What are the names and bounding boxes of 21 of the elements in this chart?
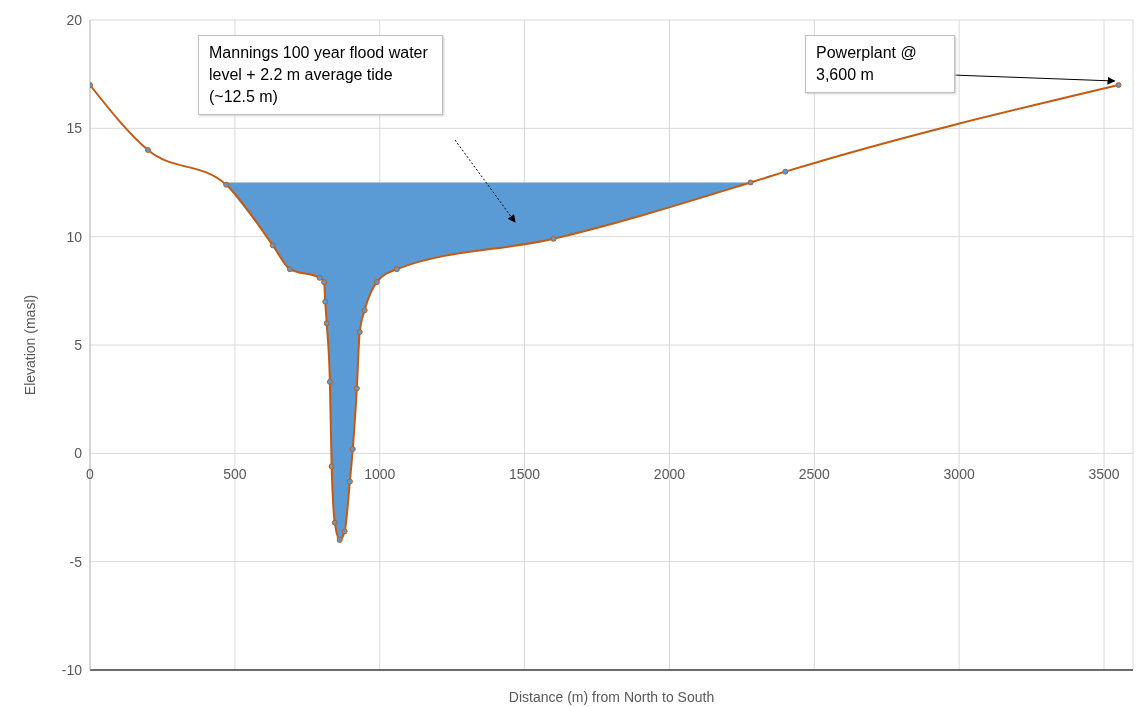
x-tick-label: 1000	[364, 466, 396, 483]
y-tick-label: 20	[66, 11, 83, 28]
x-tick-label: 2500	[798, 466, 831, 483]
y-axis-title: Elevation (masl)	[21, 294, 38, 396]
y-tick-label: 0	[74, 445, 83, 462]
x-tick-label: 2000	[653, 466, 686, 483]
y-tick-label: 15	[66, 120, 83, 137]
x-tick-label: 1500	[509, 466, 541, 483]
x-tick-label: 0	[86, 466, 95, 483]
y-tick-label: -10	[61, 661, 83, 678]
x-tick-label: 3500	[1088, 466, 1120, 483]
annotation: Mannings 100 year flood water level + 2.2 m average tide (~12.5 m)	[209, 44, 428, 105]
callout-box: Powerplant @ 3,600 m	[805, 35, 955, 93]
y-tick-label: -5	[69, 553, 83, 570]
annotation: Powerplant @ 3,600 m	[816, 44, 917, 83]
y-tick-label: 5	[74, 336, 83, 353]
x-axis-title: Distance (m) from North to South	[508, 689, 715, 705]
callout-box: Mannings 100 year flood water level + 2.2 m average tide (~12.5 m)	[198, 35, 443, 115]
y-tick-label: 10	[66, 228, 83, 245]
x-tick-label: 3000	[943, 466, 975, 483]
x-tick-label: 500	[223, 466, 247, 483]
